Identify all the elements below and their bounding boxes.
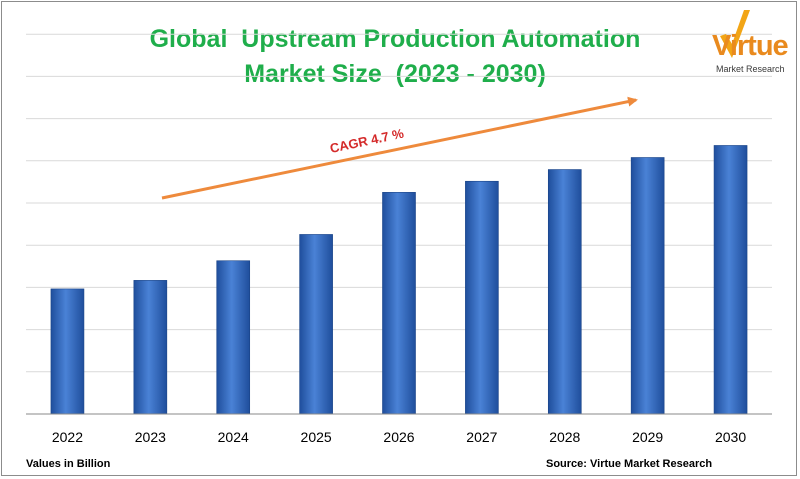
x-tick-label: 2030 (715, 429, 746, 445)
chart-title-line1: Global Upstream Production Automation (149, 25, 641, 53)
logo-subtitle: Market Research (716, 64, 785, 74)
x-tick-label: 2028 (549, 429, 580, 445)
x-tick-labels: 2022 2023 2024 2025 2026 2027 2028 2029 2030 (52, 429, 746, 445)
cagr-arrow (161, 96, 638, 200)
units-note: Values in Billion (26, 458, 111, 470)
x-tick-label: 2025 (301, 429, 332, 445)
x-tick-label: 2023 (135, 429, 166, 445)
x-tick-label: 2024 (218, 429, 249, 445)
bar-2027 (465, 180, 499, 415)
bars (50, 145, 748, 415)
bar-2023 (133, 280, 168, 415)
bar-2029 (630, 157, 665, 415)
logo-check-icon (720, 10, 750, 58)
bar-2030 (713, 145, 748, 415)
x-tick-label: 2027 (466, 429, 497, 445)
source-note: Source: Virtue Market Research (546, 458, 713, 470)
x-tick-label: 2022 (52, 429, 83, 445)
bar-2026 (382, 192, 416, 415)
bar-2022 (50, 288, 85, 415)
bar-2028 (547, 169, 582, 415)
x-tick-label: 2029 (632, 429, 663, 445)
bar-2025 (299, 234, 333, 415)
bar-2024 (216, 260, 251, 415)
virtue-logo: Virtue Market Research (710, 8, 790, 98)
chart-title-line2: Market Size (2023 - 2030) (244, 60, 546, 88)
logo-word: Virtue (712, 30, 789, 62)
chart-title: Global Upstream Production Automation Ma… (90, 22, 700, 92)
x-tick-label: 2026 (383, 429, 414, 445)
